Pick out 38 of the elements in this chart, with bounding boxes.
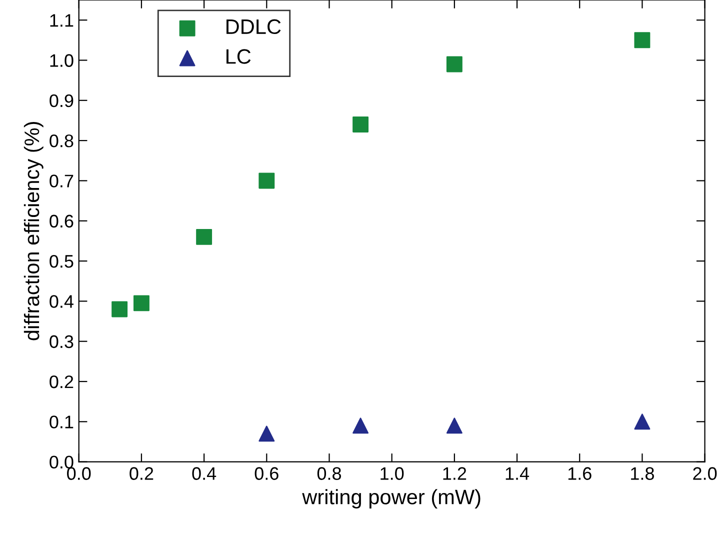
y-tick-label: 0.3 — [50, 335, 74, 348]
point — [634, 32, 650, 48]
x-tick-label: 1.0 — [380, 467, 404, 480]
y-tick-label: 0.8 — [50, 134, 74, 148]
point — [634, 414, 650, 430]
x-tick-label: 0.0 — [67, 467, 91, 480]
legend-label: LC — [226, 49, 251, 64]
y-tick-label: 0.6 — [50, 214, 74, 228]
y-tick-label: 0.9 — [50, 94, 74, 108]
x-tick-label: 0.8 — [317, 467, 342, 480]
y-tick-label: 0.7 — [50, 174, 74, 188]
point — [352, 418, 369, 434]
y-axis-title: diffraction efficiency (%) — [24, 122, 44, 340]
point — [446, 418, 462, 434]
y-tick-label: 1.1 — [50, 14, 74, 27]
x-tick-label: 0.2 — [130, 467, 154, 480]
x-tick-label: 1.8 — [631, 467, 654, 480]
x-axis-title: writing power (mW) — [302, 489, 480, 508]
point — [446, 56, 462, 72]
x-tick-label: 2.0 — [693, 467, 717, 480]
point — [258, 426, 275, 442]
y-tick-label: 1.0 — [50, 54, 74, 67]
legend-label: DDLC — [226, 19, 281, 34]
x-tick-label: 1.2 — [443, 467, 466, 480]
y-tick-label: 0.1 — [50, 416, 74, 428]
point — [352, 116, 369, 132]
y-tick-label: 0.0 — [50, 456, 74, 469]
point — [133, 295, 150, 312]
point — [258, 172, 275, 189]
y-tick-label: 0.5 — [50, 254, 74, 268]
x-tick-label: 1.6 — [568, 467, 592, 480]
y-tick-label: 0.2 — [50, 375, 74, 388]
x-tick-label: 0.4 — [192, 467, 216, 480]
x-tick-label: 0.6 — [254, 467, 278, 480]
point — [112, 301, 128, 318]
y-tick-label: 0.4 — [50, 295, 74, 308]
point — [196, 228, 212, 245]
x-tick-label: 1.4 — [506, 467, 530, 480]
